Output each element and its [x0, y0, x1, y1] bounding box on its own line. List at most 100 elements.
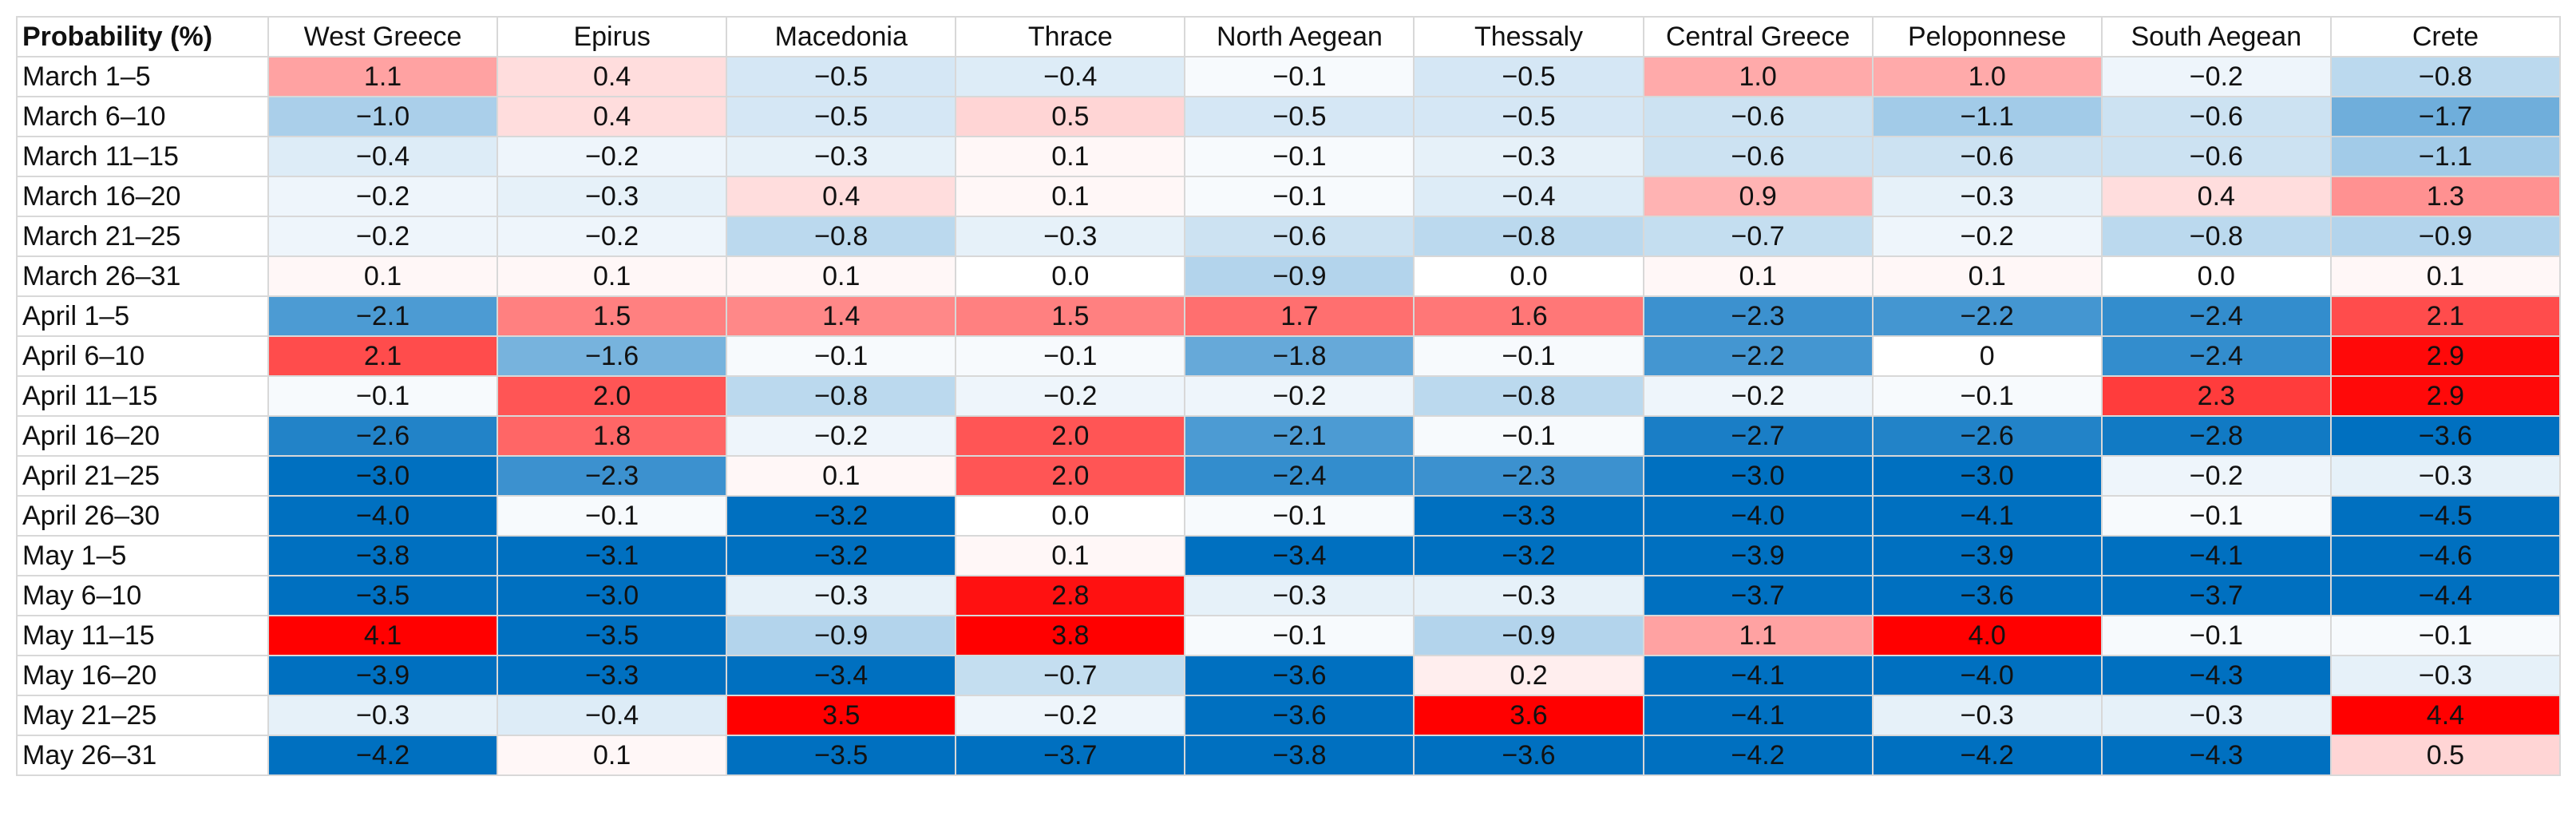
heatmap-cell: −0.4	[955, 56, 1186, 97]
row-label: April 21–25	[16, 455, 269, 497]
heatmap-cell: −0.5	[1413, 56, 1644, 97]
row-label: April 26–30	[16, 495, 269, 537]
heatmap-cell: −1.7	[2329, 96, 2562, 137]
row-label: April 11–15	[16, 375, 269, 417]
heatmap-cell: 0.1	[955, 176, 1186, 217]
heatmap-cell: 0.0	[1413, 255, 1644, 297]
heatmap-cell: 0.4	[2100, 176, 2332, 217]
row-label: April 1–5	[16, 295, 269, 337]
heatmap-cell: −2.4	[1184, 455, 1415, 497]
heatmap-cell: 0	[1871, 335, 2103, 377]
column-header: West Greece	[267, 16, 499, 57]
heatmap-cell: −3.0	[267, 455, 499, 497]
heatmap-cell: 1.1	[267, 56, 499, 97]
heatmap-cell: −0.8	[726, 216, 957, 257]
heatmap-cell: −3.8	[267, 535, 499, 576]
heatmap-cell: 0.2	[1413, 655, 1644, 696]
row-label: March 26–31	[16, 255, 269, 297]
heatmap-cell: −4.5	[2329, 495, 2562, 537]
heatmap-cell: 1.5	[955, 295, 1186, 337]
heatmap-cell: −4.2	[267, 735, 499, 776]
heatmap-cell: 0.1	[2329, 255, 2562, 297]
heatmap-cell: −3.4	[726, 655, 957, 696]
heatmap-cell: −4.1	[1871, 495, 2103, 537]
heatmap-cell: −3.5	[267, 575, 499, 616]
heatmap-cell: 2.0	[955, 415, 1186, 457]
heatmap-cell: −4.6	[2329, 535, 2562, 576]
heatmap-cell: 2.9	[2329, 335, 2562, 377]
heatmap-cell: −0.2	[497, 216, 728, 257]
heatmap-cell: −0.2	[2100, 455, 2332, 497]
column-header: Crete	[2329, 16, 2562, 57]
row-label: March 1–5	[16, 56, 269, 97]
heatmap-cell: −0.4	[1413, 176, 1644, 217]
heatmap-cell: 1.1	[1642, 615, 1874, 656]
heatmap-cell: −0.1	[1413, 415, 1644, 457]
heatmap-cell: −0.2	[1184, 375, 1415, 417]
heatmap-cell: −0.2	[267, 176, 499, 217]
heatmap-cell: −4.3	[2100, 735, 2332, 776]
heatmap-cell: −0.1	[1184, 615, 1415, 656]
heatmap-cell: −0.6	[1184, 216, 1415, 257]
heatmap-cell: −0.3	[497, 176, 728, 217]
heatmap-cell: −3.6	[1184, 695, 1415, 736]
heatmap-cell: 2.0	[955, 455, 1186, 497]
column-header: Epirus	[497, 16, 728, 57]
table-row: May 26–31 −4.2 0.1 −3.5 −3.7 −3.8 −3.6 −4.2 −4.2…	[16, 735, 2562, 776]
table-row: April 6–10 2.1 −1.6 −0.1 −0.1 −1.8 −0.1 −2.2 0 −2…	[16, 335, 2562, 377]
table-row: April 21–25 −3.0 −2.3 0.1 2.0 −2.4 −2.3 −3.0 −3.…	[16, 455, 2562, 497]
heatmap-cell: −3.6	[1871, 575, 2103, 616]
heatmap-cell: −4.1	[1642, 695, 1874, 736]
heatmap-cell: −0.4	[497, 695, 728, 736]
column-header: South Aegean	[2100, 16, 2332, 57]
heatmap-cell: 0.1	[497, 255, 728, 297]
heatmap-cell: −2.6	[267, 415, 499, 457]
row-label: April 6–10	[16, 335, 269, 377]
heatmap-cell: −2.6	[1871, 415, 2103, 457]
heatmap-cell: 4.4	[2329, 695, 2562, 736]
heatmap-cell: −4.0	[1642, 495, 1874, 537]
heatmap-cell: 3.8	[955, 615, 1186, 656]
heatmap-cell: 0.9	[1642, 176, 1874, 217]
heatmap-cell: −0.2	[1871, 216, 2103, 257]
heatmap-cell: −0.2	[2100, 56, 2332, 97]
heatmap-cell: −3.5	[497, 615, 728, 656]
heatmap-cell: −0.7	[955, 655, 1186, 696]
heatmap-cell: 4.0	[1871, 615, 2103, 656]
heatmap-cell: 0.1	[1871, 255, 2103, 297]
table-row: March 11–15 −0.4 −0.2 −0.3 0.1 −0.1 −0.3 −0.6 −0…	[16, 136, 2562, 177]
heatmap-cell: −0.1	[2329, 615, 2562, 656]
heatmap-cell: 3.5	[726, 695, 957, 736]
heatmap-cell: −0.3	[1413, 575, 1644, 616]
heatmap-cell: −2.4	[2100, 335, 2332, 377]
heatmap-cell: 0.4	[726, 176, 957, 217]
heatmap-cell: −3.7	[2100, 575, 2332, 616]
heatmap-cell: −2.7	[1642, 415, 1874, 457]
heatmap-cell: 1.6	[1413, 295, 1644, 337]
heatmap-cell: −3.7	[1642, 575, 1874, 616]
heatmap-cell: −0.6	[2100, 136, 2332, 177]
row-label: May 26–31	[16, 735, 269, 776]
table-row: April 16–20 −2.6 1.8 −0.2 2.0 −2.1 −0.1 −2.7 −2.…	[16, 415, 2562, 457]
row-label: May 21–25	[16, 695, 269, 736]
heatmap-cell: −0.6	[1642, 96, 1874, 137]
heatmap-cell: −4.0	[1871, 655, 2103, 696]
heatmap-cell: −0.6	[2100, 96, 2332, 137]
column-header: Thrace	[955, 16, 1186, 57]
heatmap-cell: −0.3	[2100, 695, 2332, 736]
heatmap-cell: 0.5	[955, 96, 1186, 137]
heatmap-cell: −0.5	[1184, 96, 1415, 137]
heatmap-cell: −2.2	[1871, 295, 2103, 337]
table-row: March 6–10 −1.0 0.4 −0.5 0.5 −0.5 −0.5 −0.6 −1.1…	[16, 96, 2562, 137]
heatmap-cell: −4.2	[1871, 735, 2103, 776]
heatmap-cell: 0.0	[955, 495, 1186, 537]
row-label: April 16–20	[16, 415, 269, 457]
heatmap-cell: 4.1	[267, 615, 499, 656]
heatmap-cell: −0.2	[497, 136, 728, 177]
row-label: March 16–20	[16, 176, 269, 217]
probability-heatmap: Probability (%) West Greece Epirus Macedon…	[16, 16, 2562, 776]
column-header: Central Greece	[1642, 16, 1874, 57]
heatmap-cell: 0.1	[497, 735, 728, 776]
heatmap-cell: 0.1	[1642, 255, 1874, 297]
heatmap-cell: −3.8	[1184, 735, 1415, 776]
